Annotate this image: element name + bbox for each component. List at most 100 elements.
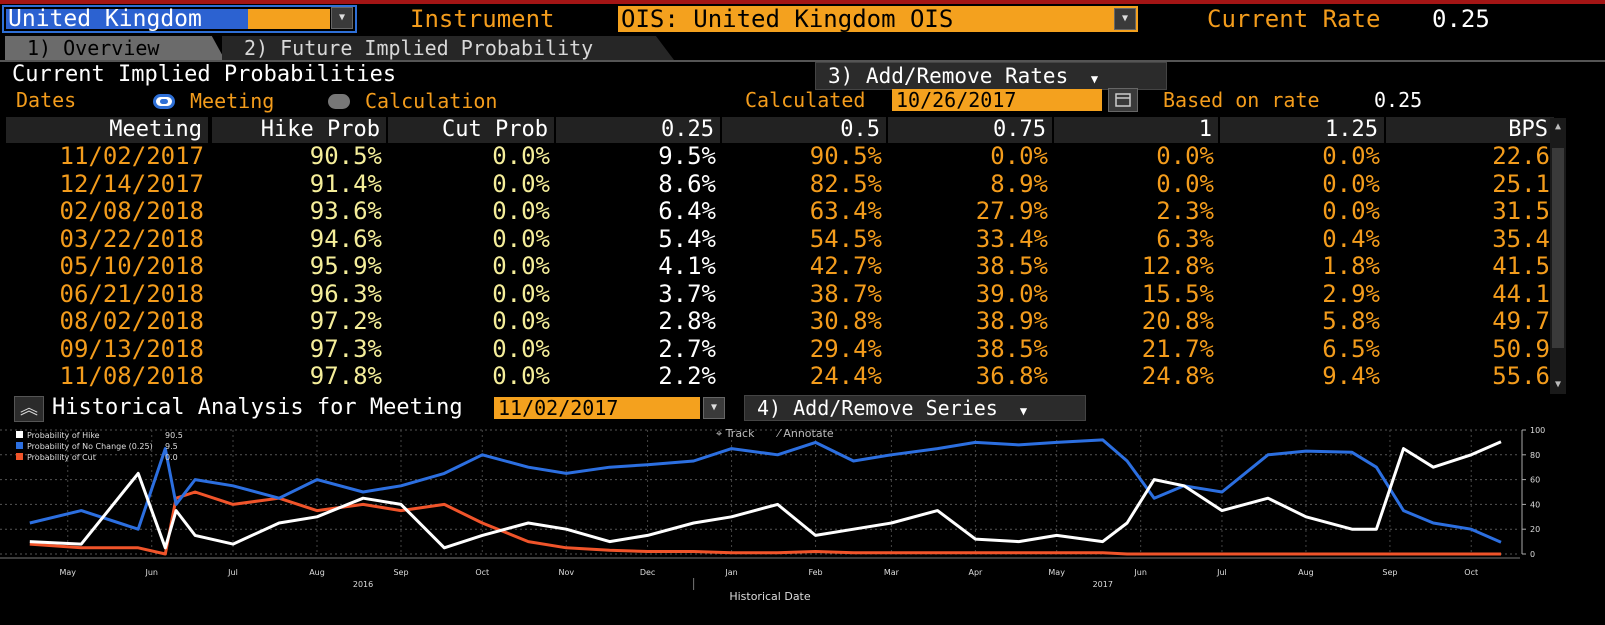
radio-meeting[interactable] [153, 94, 175, 109]
legend-value: 90.5 [165, 431, 183, 440]
table-cell: 8.6% [658, 169, 716, 198]
tab-overview[interactable]: 1) Overview [5, 36, 225, 60]
x-tick-label: Jun [1133, 568, 1147, 577]
tab-overview-label: 1) Overview [27, 36, 160, 60]
table-cell: 50.9 [1492, 334, 1550, 363]
scrollbar-thumb[interactable] [1552, 148, 1564, 348]
table-scrollbar[interactable]: ▲ ▼ [1550, 118, 1566, 394]
table-cell: 33.4% [975, 224, 1048, 253]
x-tick-label: Mar [884, 568, 900, 577]
tab-divider [0, 60, 1605, 62]
calculated-label: Calculated [745, 88, 866, 112]
x-axis-label: Historical Date [729, 590, 811, 603]
column-header[interactable]: BPS [1386, 117, 1554, 143]
table-cell: 49.7 [1492, 307, 1550, 335]
column-header[interactable]: Hike Prob [212, 117, 386, 143]
table-cell: 38.9% [975, 307, 1048, 335]
add-remove-rates-label: 3) Add/Remove Rates [828, 64, 1069, 88]
y-tick-label: 20 [1530, 525, 1540, 534]
table-cell: 0.0% [492, 279, 550, 308]
table-cell: 6.4% [658, 197, 716, 225]
calendar-icon[interactable] [1108, 88, 1138, 112]
column-header[interactable]: 0.25 [556, 117, 720, 143]
tab-future-label: 2) Future Implied Probability [244, 36, 594, 60]
table-cell: 6.5% [1322, 334, 1380, 363]
table-cell: 0.0% [492, 252, 550, 280]
x-tick-label: Sep [393, 568, 408, 577]
dates-label: Dates [16, 88, 77, 112]
table-cell: 4.1% [658, 252, 716, 280]
country-select-fill [248, 9, 330, 29]
table-cell: 0.4% [1322, 224, 1380, 253]
table-column [722, 143, 886, 395]
y-tick-label: 100 [1530, 426, 1545, 435]
legend-label: Probability of Cut [27, 453, 96, 462]
chevron-down-icon: ▼ [1019, 404, 1028, 418]
x-tick-label: Aug [1298, 568, 1314, 577]
table-column [1220, 143, 1384, 395]
meeting-date-cell: 02/08/2018 [59, 197, 205, 225]
chevron-down-icon[interactable]: ▼ [331, 7, 353, 29]
meeting-date-cell: 03/22/2018 [59, 224, 205, 253]
column-header[interactable]: 0.75 [888, 117, 1052, 143]
table-cell: 0.0% [1156, 169, 1214, 198]
table-cell: 0.0% [492, 362, 550, 390]
table-cell: 93.6% [309, 197, 382, 225]
annotate-label[interactable]: ⁄ Annotate [775, 427, 834, 440]
chevron-down-icon[interactable]: ▼ [703, 397, 725, 419]
table-cell: 0.0% [492, 307, 550, 335]
historical-title: Historical Analysis for Meeting [52, 395, 463, 420]
year-label: 2017 [1093, 580, 1113, 589]
column-header[interactable]: 1 [1054, 117, 1218, 143]
series-line [29, 490, 1501, 556]
table-cell: 24.8% [1141, 362, 1214, 390]
column-header[interactable]: Cut Prob [388, 117, 554, 143]
table-cell: 54.5% [809, 224, 882, 253]
column-header[interactable]: Meeting [6, 117, 208, 143]
year-label: 2016 [353, 580, 373, 589]
instrument-select-value: OIS: United Kingdom OIS [621, 5, 954, 33]
track-label[interactable]: ⌖ Track [716, 427, 755, 440]
country-select[interactable]: United Kingdom ▼ [2, 5, 357, 33]
column-header[interactable]: 0.5 [722, 117, 886, 143]
table-column [556, 143, 720, 395]
table-cell: 2.9% [1322, 279, 1380, 308]
table-cell: 27.9% [975, 197, 1048, 225]
table-cell: 30.8% [809, 307, 882, 335]
y-tick-label: 0 [1530, 550, 1535, 559]
add-remove-series-button[interactable]: 4) Add/Remove Series ▼ [744, 395, 1086, 421]
collapse-icon[interactable]: ︽ [14, 396, 44, 422]
x-tick-label: Feb [808, 568, 822, 577]
instrument-select[interactable]: OIS: United Kingdom OIS [618, 6, 1138, 32]
radio-calculation[interactable] [328, 94, 350, 109]
meeting-select[interactable]: 11/02/2017 [494, 397, 700, 419]
table-cell: 21.7% [1141, 334, 1214, 363]
x-tick-label: Jun [144, 568, 158, 577]
table-cell: 44.1 [1492, 279, 1550, 308]
table-cell: 0.0% [492, 197, 550, 225]
section-title: Current Implied Probabilities [12, 62, 397, 87]
scroll-up-icon[interactable]: ▲ [1554, 121, 1562, 132]
table-cell: 38.5% [975, 252, 1048, 280]
legend-swatch [16, 453, 23, 460]
table-cell: 6.3% [1156, 224, 1214, 253]
historical-chart[interactable]: May Jun Jul Aug Sep Oct Nov Dec Jan Feb Mar Apr May J… [0, 422, 1605, 625]
table-cell: 1.8% [1322, 252, 1380, 280]
column-header[interactable]: 1.25 [1220, 117, 1384, 143]
add-remove-series-label: 4) Add/Remove Series [757, 396, 998, 420]
series-line [29, 440, 1502, 550]
legend-label: Probability of Hike [27, 431, 100, 440]
table-cell: 0.0% [492, 224, 550, 253]
table-cell: 41.5 [1492, 252, 1550, 280]
chevron-down-icon[interactable]: ▼ [1114, 8, 1136, 30]
table-cell: 22.6 [1492, 142, 1550, 170]
table-cell: 12.8% [1141, 252, 1214, 280]
table-cell: 3.7% [658, 279, 716, 308]
table-cell: 39.0% [975, 279, 1048, 308]
tab-future-implied-probability[interactable]: 2) Future Implied Probability [222, 36, 674, 60]
table-cell: 15.5% [1141, 279, 1214, 308]
calculated-date-field[interactable]: 10/26/2017 [892, 89, 1102, 111]
scroll-down-icon[interactable]: ▼ [1554, 379, 1562, 390]
add-remove-rates-button[interactable]: 3) Add/Remove Rates ▼ [815, 62, 1167, 90]
table-cell: 5.4% [658, 224, 716, 253]
